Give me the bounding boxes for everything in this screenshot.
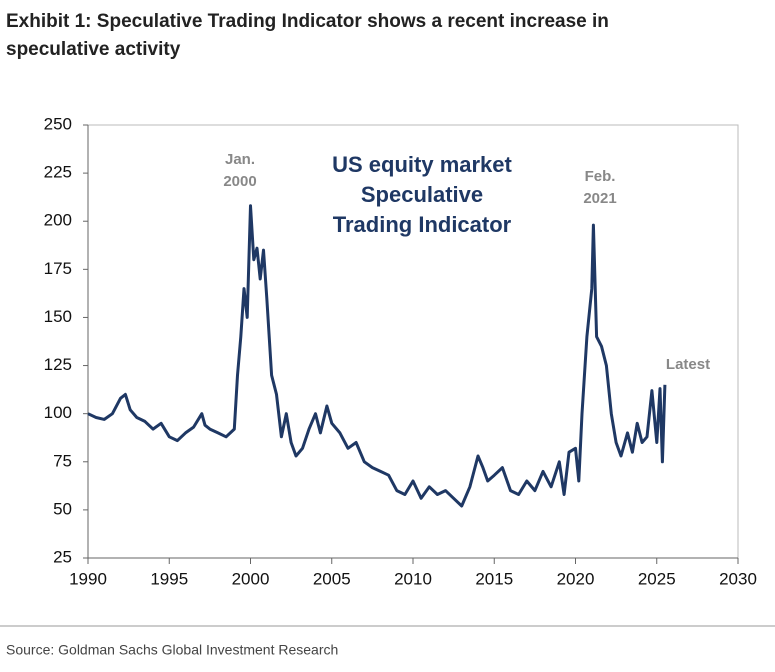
chart-title: speculative activity	[6, 39, 181, 60]
y-tick-label: 225	[44, 163, 72, 182]
source: Source: Goldman Sachs Global Investment …	[6, 642, 338, 658]
x-tick-label: 2005	[313, 569, 351, 588]
inner-title: Speculative	[361, 182, 483, 207]
y-tick-label: 75	[53, 451, 72, 470]
x-tick-label: 2010	[394, 569, 432, 588]
annotation: Feb.	[585, 168, 616, 185]
annotation: Latest	[666, 356, 710, 373]
y-tick-label: 125	[44, 355, 72, 374]
y-tick-label: 25	[53, 547, 72, 566]
y-tick-label: 100	[44, 403, 72, 422]
annotation: Jan.	[225, 151, 255, 168]
x-tick-label: 2015	[475, 569, 513, 588]
x-tick-label: 2030	[719, 569, 757, 588]
annotation: 2000	[223, 173, 256, 190]
annotation: 2021	[583, 190, 616, 207]
inner-title: US equity market	[332, 152, 512, 177]
chart-title: Exhibit 1: Speculative Trading Indicator…	[6, 11, 609, 32]
x-tick-label: 2020	[557, 569, 595, 588]
y-tick-label: 250	[44, 114, 72, 133]
y-tick-label: 175	[44, 259, 72, 278]
y-tick-label: 50	[53, 499, 72, 518]
x-tick-label: 1995	[150, 569, 188, 588]
x-tick-label: 1990	[69, 569, 107, 588]
x-tick-label: 2000	[232, 569, 270, 588]
inner-title: Trading Indicator	[333, 212, 512, 237]
x-tick-label: 2025	[638, 569, 676, 588]
data-line	[87, 204, 667, 508]
y-tick-label: 200	[44, 211, 72, 230]
y-tick-label: 150	[44, 307, 72, 326]
